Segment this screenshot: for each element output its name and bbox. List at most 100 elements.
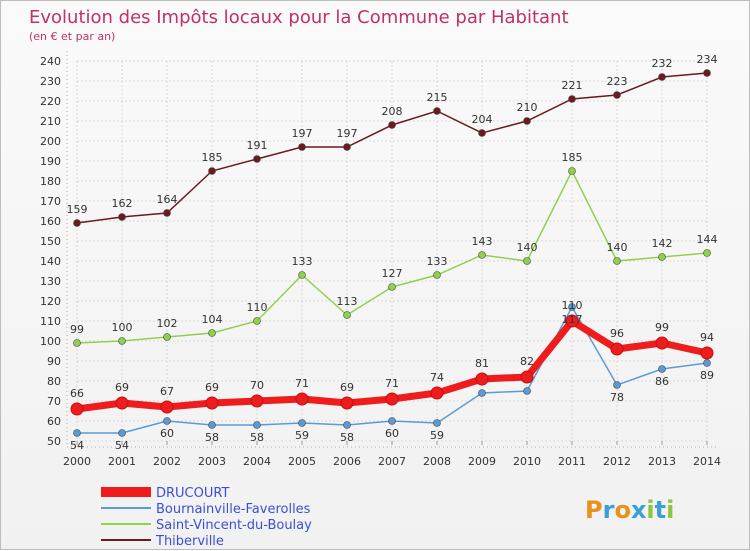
series-saint-vincent-du-boulay (73, 167, 711, 347)
data-point (163, 209, 171, 217)
y-tick-label: 230 (40, 75, 61, 88)
data-label: 133 (292, 255, 313, 268)
x-tick-label: 2013 (648, 455, 676, 468)
data-label: 127 (382, 267, 403, 280)
data-label: 66 (70, 387, 84, 400)
data-point (118, 337, 126, 345)
data-point (115, 396, 129, 410)
data-point (523, 387, 531, 395)
chart-subtitle: (en € et par an) (29, 30, 115, 43)
legend-swatch (101, 523, 151, 525)
series-thiberville (73, 69, 711, 227)
y-tick-label: 130 (40, 275, 61, 288)
data-point (433, 419, 441, 427)
data-point (388, 417, 396, 425)
data-label: 94 (700, 331, 714, 344)
x-tick-label: 2009 (468, 455, 496, 468)
data-point (73, 219, 81, 227)
data-point (208, 329, 216, 337)
data-label: 113 (337, 295, 358, 308)
data-label: 96 (610, 327, 624, 340)
data-label: 67 (160, 385, 174, 398)
x-tick-label: 2007 (378, 455, 406, 468)
data-label: 117 (562, 313, 583, 326)
data-label: 99 (70, 323, 84, 336)
data-point (118, 429, 126, 437)
data-point (388, 121, 396, 129)
data-label: 69 (115, 381, 129, 394)
data-label: 223 (607, 75, 628, 88)
data-point (385, 392, 399, 406)
y-tick-label: 210 (40, 115, 61, 128)
data-point (250, 394, 264, 408)
x-tick-label: 2001 (108, 455, 136, 468)
data-label: 142 (652, 237, 673, 250)
data-point (613, 91, 621, 99)
y-tick-label: 50 (47, 435, 61, 448)
data-label: 100 (112, 321, 133, 334)
series-drucourt (70, 314, 714, 416)
data-label: 197 (337, 127, 358, 140)
data-point (658, 253, 666, 261)
data-point (613, 381, 621, 389)
data-point (340, 396, 354, 410)
data-label: 204 (472, 113, 493, 126)
y-tick-label: 180 (40, 175, 61, 188)
data-label: 71 (385, 377, 399, 390)
data-label: 70 (250, 379, 264, 392)
data-labels: 159 162 164 185 191 197 197 208 215 204 210 221 223 2… (67, 53, 718, 452)
y-tick-label: 160 (40, 215, 61, 228)
data-point (73, 429, 81, 437)
data-label: 69 (205, 381, 219, 394)
data-label: 60 (160, 427, 174, 440)
x-tick-label: 2004 (243, 455, 271, 468)
data-label: 140 (517, 241, 538, 254)
data-point (568, 95, 576, 103)
y-tick-label: 240 (40, 55, 61, 68)
data-point (388, 283, 396, 291)
x-tick-label: 2005 (288, 455, 316, 468)
data-label: 110 (562, 299, 583, 312)
data-label: 164 (157, 193, 178, 206)
data-point (478, 251, 486, 259)
data-point (658, 365, 666, 373)
data-label: 86 (655, 375, 669, 388)
x-tick-label: 2012 (603, 455, 631, 468)
data-label: 69 (340, 381, 354, 394)
data-point (253, 317, 261, 325)
y-tick-label: 220 (40, 95, 61, 108)
data-label: 54 (70, 439, 84, 452)
data-point (163, 417, 171, 425)
data-label: 54 (115, 439, 129, 452)
y-tick-label: 60 (47, 415, 61, 428)
data-point (343, 143, 351, 151)
data-label: 78 (610, 391, 624, 404)
data-point (475, 372, 489, 386)
data-label: 143 (472, 235, 493, 248)
x-tick-label: 2011 (558, 455, 586, 468)
y-tick-label: 140 (40, 255, 61, 268)
y-tick-label: 200 (40, 135, 61, 148)
data-point (70, 402, 84, 416)
y-tick-label: 80 (47, 375, 61, 388)
y-tick-label: 110 (40, 315, 61, 328)
data-label: 162 (112, 197, 133, 210)
legend: DRUCOURTBournainville-FaverollesSaint-Vi… (101, 486, 312, 549)
data-point (253, 155, 261, 163)
data-point (565, 314, 579, 328)
x-tick-label: 2010 (513, 455, 541, 468)
data-label: 215 (427, 91, 448, 104)
x-tick-label: 2002 (153, 455, 181, 468)
data-label: 197 (292, 127, 313, 140)
data-label: 59 (295, 429, 309, 442)
data-label: 60 (385, 427, 399, 440)
x-tick-label: 2014 (693, 455, 721, 468)
data-point (343, 421, 351, 429)
data-point (298, 419, 306, 427)
data-label: 74 (430, 371, 444, 384)
y-tick-label: 90 (47, 355, 61, 368)
data-point (205, 396, 219, 410)
y-tick-label: 120 (40, 295, 61, 308)
data-point (568, 303, 576, 311)
